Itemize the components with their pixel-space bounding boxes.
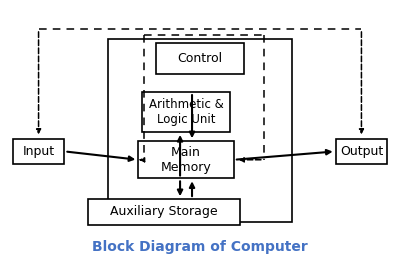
Bar: [156, 43, 244, 74]
Bar: [13, 139, 64, 164]
Bar: [108, 39, 292, 222]
Bar: [142, 92, 230, 132]
Text: Output: Output: [340, 145, 383, 158]
Text: Auxiliary Storage: Auxiliary Storage: [110, 205, 218, 218]
Bar: [336, 139, 387, 164]
Text: Input: Input: [22, 145, 55, 158]
Text: Main
Memory: Main Memory: [161, 146, 212, 174]
Text: Arithmetic &
Logic Unit: Arithmetic & Logic Unit: [149, 98, 224, 126]
Bar: [138, 141, 234, 178]
Bar: [88, 199, 240, 225]
Text: Control: Control: [178, 52, 222, 65]
Text: Block Diagram of Computer: Block Diagram of Computer: [92, 240, 308, 254]
